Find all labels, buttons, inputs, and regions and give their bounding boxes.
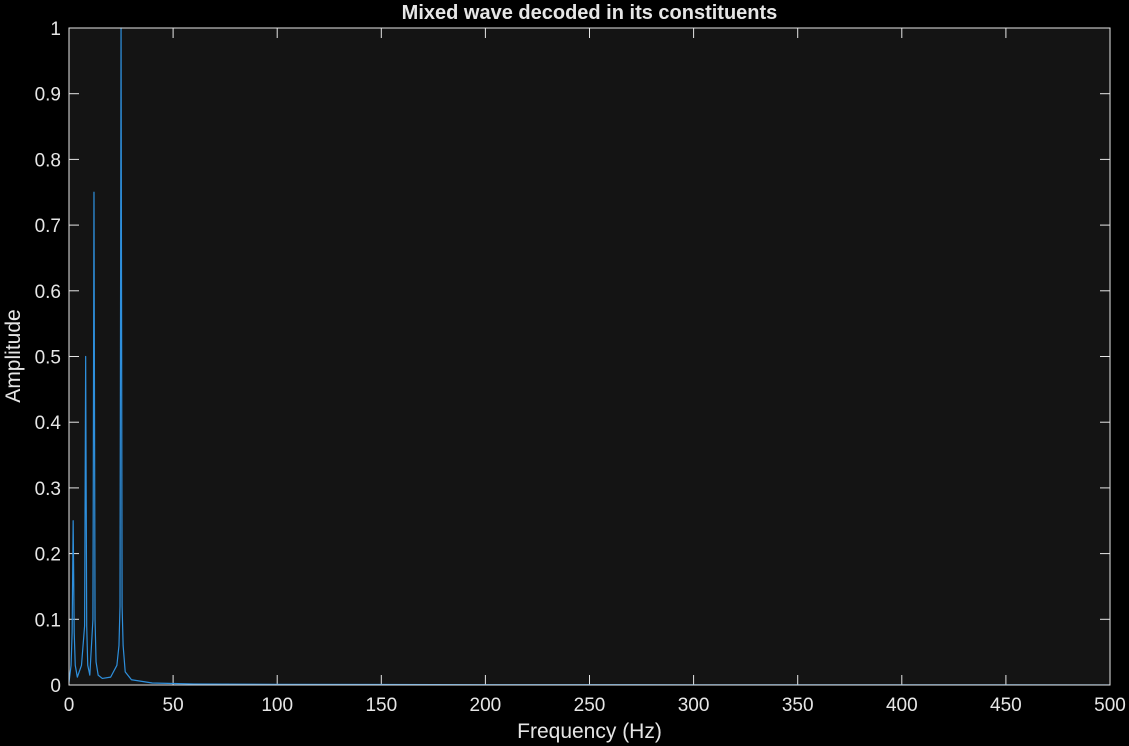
y-tick-label: 0.3 [35, 479, 61, 500]
y-tick-label: 0.6 [35, 282, 61, 303]
y-tick-label: 0.2 [35, 545, 61, 566]
x-tick-label: 150 [365, 695, 397, 716]
y-tick-label: 0.8 [35, 150, 61, 171]
series-line [68, 27, 1111, 686]
y-tick-label: 0 [50, 676, 61, 697]
x-axis-label: Frequency (Hz) [517, 720, 662, 743]
y-tick-label: 0.5 [35, 348, 61, 369]
plot-area [69, 28, 1110, 685]
chart-title: Mixed wave decoded in its constituents [402, 2, 778, 24]
x-tick-label: 200 [470, 695, 502, 716]
x-tick-label: 100 [261, 695, 293, 716]
x-tick-label: 450 [990, 695, 1022, 716]
x-tick-label: 50 [163, 695, 184, 716]
y-tick-label: 1 [50, 19, 61, 40]
x-tick-label: 500 [1094, 695, 1126, 716]
y-tick-label: 0.7 [35, 216, 61, 237]
axes-frame [68, 27, 1111, 686]
y-axis-label: Amplitude [2, 309, 25, 402]
series-layer [68, 27, 1111, 686]
x-tick-label: 350 [782, 695, 814, 716]
x-tick-label: 0 [64, 695, 75, 716]
y-tick-label: 0.9 [35, 85, 61, 106]
ticks-layer: 0 50 100 150 200 250 300 350 400 450 500 0 0.1 0.2 0.3… [35, 19, 1126, 716]
x-tick-label: 300 [678, 695, 710, 716]
x-tick-label: 250 [574, 695, 606, 716]
y-tick-label: 0.1 [35, 610, 61, 631]
y-tick-label: 0.4 [35, 413, 62, 434]
x-tick-label: 400 [886, 695, 918, 716]
